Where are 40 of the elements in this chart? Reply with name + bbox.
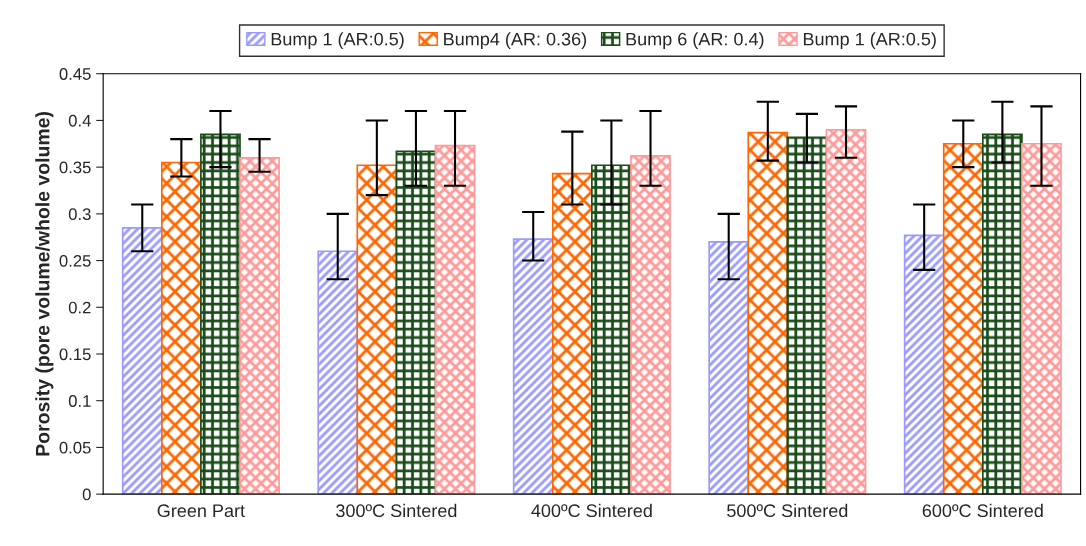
- bar: [395, 150, 437, 495]
- legend-label: Bump 6 (AR: 0.4): [626, 32, 764, 50]
- bar: [591, 164, 632, 495]
- bar: [747, 131, 789, 495]
- y-tick-label: 0.05: [59, 441, 91, 454]
- y-tick-label: 0.3: [68, 208, 91, 221]
- x-tick-label: 400ºC Sintered: [531, 503, 652, 518]
- y-tick-label: 0.25: [59, 254, 91, 267]
- bar: [160, 161, 202, 495]
- bar: [708, 241, 750, 495]
- y-axis-title: Porosity (pore volume/whole volume): [35, 112, 54, 456]
- bar: [786, 136, 828, 495]
- bar: [630, 155, 671, 495]
- y-tick-label: 0.2: [68, 301, 91, 314]
- bar: [239, 156, 280, 495]
- bar: [551, 172, 593, 495]
- legend-label: Bump 1 (AR:0.5): [803, 32, 936, 50]
- bar: [200, 133, 241, 495]
- y-tick-label: 0.1: [68, 395, 91, 407]
- y-tick-label: 0.4: [68, 114, 91, 127]
- legend-label: Bump4 (AR: 0.36): [444, 32, 587, 50]
- x-tick-label: 300ºC Sintered: [336, 503, 457, 518]
- bar: [317, 250, 359, 495]
- bar: [512, 238, 554, 495]
- y-tick-label: 0.15: [59, 348, 91, 361]
- legend-label: Bump 1 (AR:0.5): [271, 32, 404, 50]
- x-tick-label: 500ºC Sintered: [727, 503, 848, 518]
- bar: [1021, 142, 1062, 495]
- x-tick-label: Green Part: [157, 504, 245, 518]
- x-tick-label: 600ºC Sintered: [922, 503, 1043, 518]
- bar: [903, 234, 945, 495]
- bar: [825, 128, 867, 495]
- bar: [121, 227, 163, 495]
- bar: [434, 144, 476, 495]
- bar: [942, 142, 984, 495]
- bar: [981, 133, 1023, 495]
- bar: [356, 164, 398, 495]
- y-tick-label: 0: [82, 488, 91, 501]
- y-tick-label: 0.35: [59, 161, 91, 174]
- y-tick-label: 0.45: [59, 68, 91, 80]
